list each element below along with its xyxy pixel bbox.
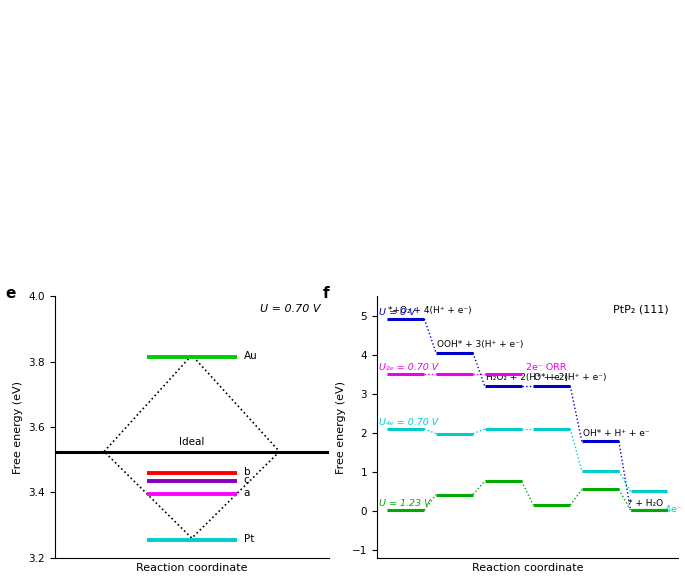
Text: Ideal: Ideal: [179, 437, 205, 447]
Text: U₂ₑ = 0.70 V: U₂ₑ = 0.70 V: [379, 363, 438, 372]
Text: 2e⁻ ORR: 2e⁻ ORR: [525, 363, 566, 372]
Text: b: b: [244, 467, 251, 477]
Text: U = 1.23 V: U = 1.23 V: [379, 499, 431, 508]
Text: a: a: [244, 488, 250, 498]
Text: *+O₂ + 4(H⁺ + e⁻): *+O₂ + 4(H⁺ + e⁻): [388, 306, 472, 315]
Text: OH* + H⁺ + e⁻: OH* + H⁺ + e⁻: [583, 429, 649, 437]
Text: OOH* + 3(H⁺ + e⁻): OOH* + 3(H⁺ + e⁻): [437, 340, 523, 349]
Text: Pt: Pt: [244, 534, 254, 544]
Y-axis label: Free energy (eV): Free energy (eV): [13, 381, 23, 474]
Text: PtP₂ (111): PtP₂ (111): [614, 304, 669, 314]
Text: H₂O₂ + 2(H⁺ + e⁻): H₂O₂ + 2(H⁺ + e⁻): [486, 373, 568, 382]
Text: * + H₂O: * + H₂O: [628, 499, 663, 508]
Text: U = 0 V: U = 0 V: [379, 308, 416, 317]
Text: e: e: [5, 286, 16, 301]
Text: f: f: [323, 286, 329, 301]
X-axis label: Reaction coordinate: Reaction coordinate: [472, 564, 583, 573]
Text: U₄ₑ = 0.70 V: U₄ₑ = 0.70 V: [379, 418, 438, 427]
Text: U = 0.70 V: U = 0.70 V: [260, 304, 321, 314]
X-axis label: Reaction coordinate: Reaction coordinate: [136, 564, 247, 573]
Text: 4e⁻ ORR: 4e⁻ ORR: [665, 505, 685, 514]
Text: Au: Au: [244, 351, 258, 361]
Text: O* + 2(H⁺ + e⁻): O* + 2(H⁺ + e⁻): [534, 373, 607, 382]
Y-axis label: Free energy (eV): Free energy (eV): [336, 381, 346, 474]
Text: c: c: [244, 475, 249, 485]
